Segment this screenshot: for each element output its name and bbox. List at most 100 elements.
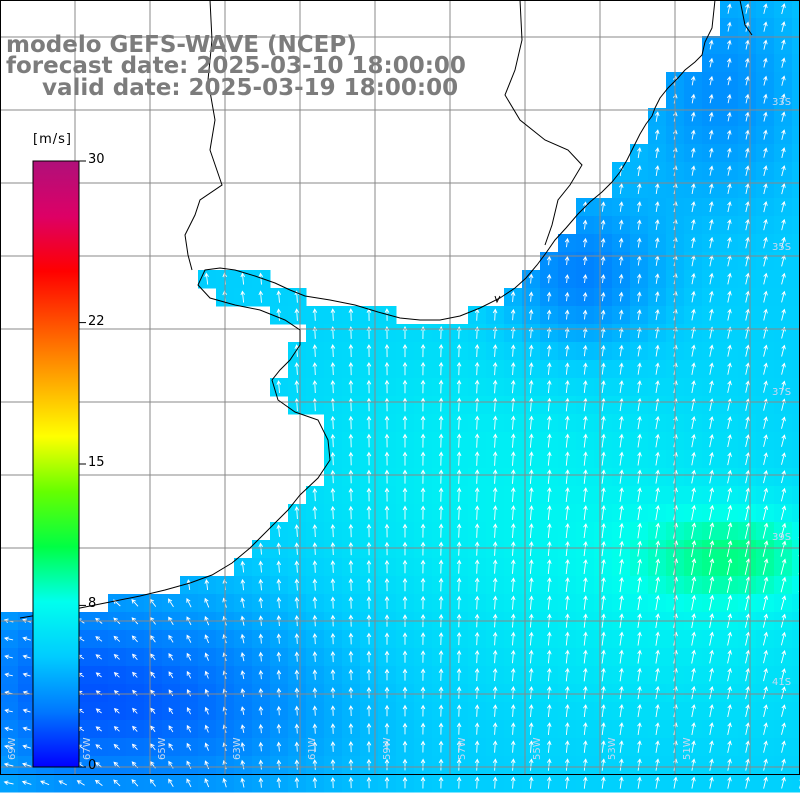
wind-arrow <box>727 21 732 32</box>
wind-arrow <box>781 686 786 700</box>
wind-arrow <box>745 685 750 700</box>
wind-arrow <box>546 273 552 284</box>
wind-arrow <box>186 724 192 733</box>
wind-arrow <box>762 595 769 611</box>
wind-arrow <box>582 237 588 248</box>
wind-arrow <box>709 487 715 502</box>
wind-arrow <box>204 634 210 644</box>
wind-arrow <box>312 741 318 752</box>
wind-arrow <box>438 595 444 610</box>
wind-arrow <box>402 505 408 520</box>
latitude-label: 39S <box>772 532 791 543</box>
wind-arrow <box>276 669 282 680</box>
wind-arrow <box>619 667 624 682</box>
wind-arrow <box>691 740 696 753</box>
wind-arrow <box>637 380 642 393</box>
wind-arrow <box>528 631 534 646</box>
wind-arrow <box>546 291 552 302</box>
wind-arrow <box>474 487 480 502</box>
wind-arrow <box>727 451 732 466</box>
wind-arrow <box>366 415 372 430</box>
wind-arrow <box>330 451 336 466</box>
wind-arrow <box>618 183 624 195</box>
wind-arrow <box>348 361 354 376</box>
wind-arrow <box>204 724 209 733</box>
wind-arrow <box>438 650 444 663</box>
wind-arrow <box>691 415 696 430</box>
wind-arrow <box>745 649 750 664</box>
wind-arrow <box>637 362 642 375</box>
wind-arrow <box>366 686 372 699</box>
wind-arrow <box>708 540 715 557</box>
wind-arrow <box>781 93 786 104</box>
wind-arrow <box>276 380 282 393</box>
wind-arrow <box>330 596 336 609</box>
wind-arrow <box>781 344 786 357</box>
wind-arrow <box>600 255 606 266</box>
wind-arrow <box>745 218 750 231</box>
wind-arrow <box>438 722 444 735</box>
wind-arrow <box>546 309 552 320</box>
wind-arrow <box>438 704 444 717</box>
wind-arrow <box>564 309 570 320</box>
wind-arrow <box>654 129 660 140</box>
wind-arrow <box>727 3 732 14</box>
wind-arrow <box>546 704 552 718</box>
legend-tick-label: 22 <box>88 313 105 329</box>
wind-arrow <box>655 344 660 357</box>
wind-arrow <box>276 705 282 716</box>
wind-arrow <box>420 361 426 376</box>
wind-arrow <box>186 778 192 788</box>
longitude-label: 65W <box>157 737 168 760</box>
wind-arrow <box>420 343 426 358</box>
wind-arrow <box>294 560 300 573</box>
wind-arrow <box>637 487 642 502</box>
wind-arrow <box>744 93 750 104</box>
wind-arrow <box>294 705 300 716</box>
wind-arrow <box>366 379 372 394</box>
wind-arrow <box>727 380 732 393</box>
wind-arrow <box>420 595 426 610</box>
wind-arrow <box>780 505 787 520</box>
wind-arrow <box>601 722 606 735</box>
wind-arrow <box>691 540 697 557</box>
wind-arrow <box>132 725 138 732</box>
wind-arrow <box>294 723 300 734</box>
wind-arrow <box>547 433 552 448</box>
wind-arrow <box>510 469 516 484</box>
wind-arrow <box>618 273 624 284</box>
wind-arrow <box>691 469 696 484</box>
wind-arrow <box>600 309 606 320</box>
wind-cell <box>792 738 800 757</box>
wind-arrow <box>276 741 282 752</box>
wind-arrow <box>709 272 714 285</box>
wind-arrow <box>709 380 714 393</box>
wind-arrow <box>762 540 769 557</box>
wind-arrow <box>420 379 426 394</box>
wind-arrow <box>312 524 318 538</box>
wind-cell <box>792 126 800 145</box>
wind-arrow <box>113 653 120 660</box>
coastline <box>19 0 753 619</box>
wind-arrow <box>168 743 174 751</box>
wind-arrow <box>745 165 750 176</box>
wind-arrow <box>565 433 570 448</box>
wind-arrow <box>565 523 570 539</box>
wind-arrow <box>582 344 588 357</box>
wind-arrow <box>601 505 606 521</box>
wind-arrow <box>438 415 444 430</box>
wind-arrow <box>619 505 624 521</box>
wind-arrow <box>763 218 768 231</box>
wind-arrow <box>58 780 68 786</box>
wind-arrow <box>258 669 264 680</box>
wind-arrow <box>348 487 354 502</box>
wind-arrow <box>582 291 588 302</box>
wind-arrow <box>528 291 534 302</box>
wind-arrow <box>654 111 660 122</box>
wind-arrow <box>348 541 354 556</box>
wind-arrow <box>547 415 552 430</box>
wind-arrow <box>583 469 588 484</box>
wind-arrow <box>600 273 606 284</box>
wind-arrow <box>709 649 714 664</box>
wind-arrow <box>583 540 588 557</box>
